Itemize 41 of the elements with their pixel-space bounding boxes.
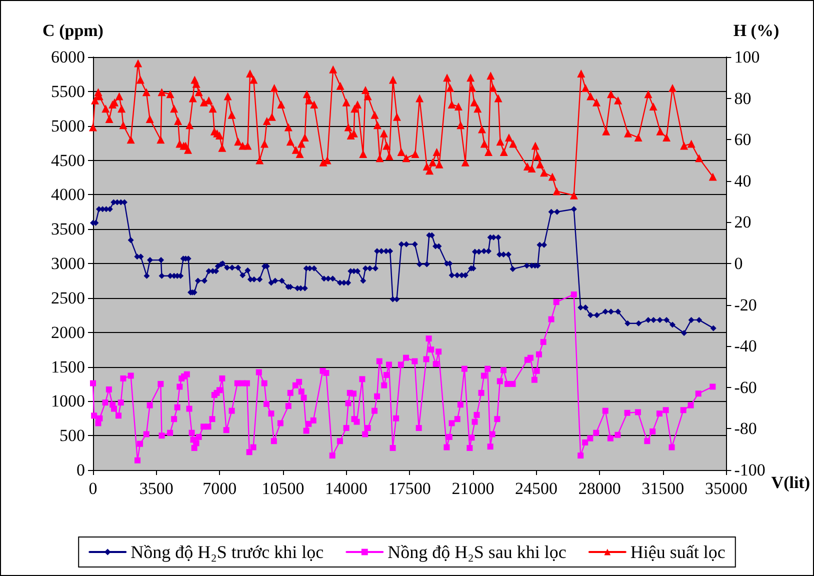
- x-tick-label: 31500: [642, 479, 684, 498]
- y-tick-label: 2000: [51, 322, 85, 342]
- y2-tick-label: -100: [734, 460, 766, 480]
- x-axis-title: V(lit): [771, 473, 810, 492]
- y-tick-label: 500: [60, 426, 85, 446]
- y-axis-title: C (ppm): [42, 21, 104, 40]
- legend-label: Nồng độ H₂S trước khi lọc: [130, 542, 324, 562]
- x-tick-label: 0: [88, 479, 98, 498]
- y2-tick-label: -60: [734, 378, 757, 397]
- y-tick-label: 3500: [51, 220, 85, 239]
- y2-tick-label: 100: [734, 48, 760, 66]
- legend-label: Nồng độ H₂S sau khi lọc: [388, 542, 566, 562]
- y2-tick-label: 80: [734, 88, 752, 108]
- y2-tick-label: 0: [734, 254, 743, 273]
- y-tick-label: 3000: [51, 254, 85, 273]
- legend-label: Hiệu suất lọc: [630, 542, 726, 562]
- y-tick-label: 6000: [51, 48, 85, 66]
- y2-tick-label: 20: [734, 212, 752, 232]
- y-tick-label: 4000: [51, 185, 85, 204]
- x-tick-label: 10500: [262, 479, 304, 498]
- y-tick-label: 2500: [51, 288, 85, 308]
- y-tick-label: 5000: [51, 116, 85, 136]
- x-tick-label: 7000: [202, 479, 237, 498]
- y2-tick-label: -40: [734, 336, 757, 356]
- x-tick-label: 21000: [452, 479, 494, 498]
- y-tick-label: 5500: [51, 82, 85, 101]
- x-tick-label: 35000: [704, 479, 748, 498]
- y-tick-label: 4500: [51, 150, 85, 170]
- x-tick-label: 3500: [139, 479, 174, 498]
- y2-tick-label: 40: [734, 171, 752, 190]
- x-tick-label: 24500: [515, 479, 558, 498]
- y-tick-label: 0: [76, 460, 85, 480]
- y2-tick-label: 60: [734, 130, 752, 150]
- x-tick-label: 17500: [388, 479, 431, 498]
- x-tick-label: 14000: [325, 479, 368, 498]
- y2-tick-label: -20: [734, 295, 757, 314]
- y-tick-label: 1500: [51, 357, 85, 376]
- x-tick-label: 28000: [578, 479, 621, 498]
- y-tick-label: 1000: [51, 392, 85, 411]
- y2-tick-label: -80: [734, 419, 757, 438]
- y2-axis-title: H (%): [733, 21, 780, 40]
